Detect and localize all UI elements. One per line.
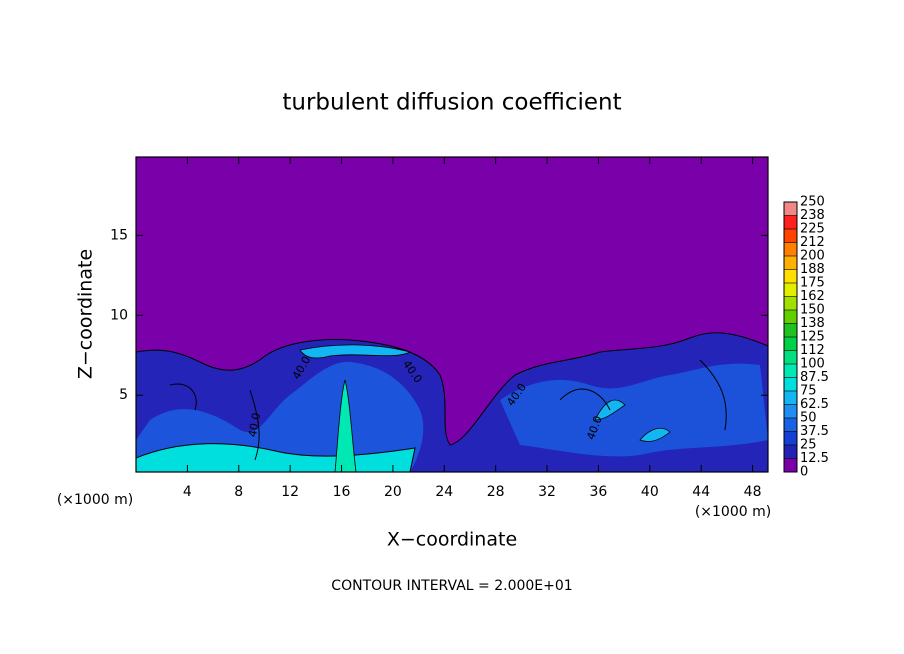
field-region xyxy=(594,399,671,442)
colorbar-tick-label: 75 xyxy=(800,384,817,399)
colorbar-bin xyxy=(784,323,797,337)
colorbar-tick-label: 138 xyxy=(800,316,825,331)
colorbar-tick-label: 112 xyxy=(800,343,825,358)
x-tick-label: 12 xyxy=(281,484,299,500)
x-tick-label: 8 xyxy=(234,484,243,500)
field-region xyxy=(500,363,768,457)
plot-frame xyxy=(135,156,769,473)
colorbar-bin xyxy=(784,242,797,256)
colorbar-bin xyxy=(784,364,797,378)
colorbar-tick-label: 12.5 xyxy=(800,451,829,466)
y-tick-label: 5 xyxy=(119,387,128,403)
field-region xyxy=(299,344,412,359)
colorbar-bin xyxy=(784,431,797,445)
x-tick-label: 20 xyxy=(384,484,402,500)
field xyxy=(135,157,769,473)
colorbar-tick-label: 62.5 xyxy=(800,397,829,412)
colorbar-tick-label: 250 xyxy=(800,195,825,210)
colorbar-tick-label: 0 xyxy=(800,465,808,480)
y-tick-label: 10 xyxy=(110,307,128,323)
colorbar-tick-label: 175 xyxy=(800,276,825,291)
contour-line xyxy=(169,359,727,461)
colorbar-bin xyxy=(784,404,797,418)
colorbar-tick-label: 212 xyxy=(800,235,825,250)
colorbar-tick-label: 188 xyxy=(800,262,825,277)
colorbar-tick-label: 150 xyxy=(800,303,825,318)
contour-label: 40.0 xyxy=(246,412,263,438)
x-tick-label: 24 xyxy=(435,484,453,500)
colorbar-tick-label: 225 xyxy=(800,222,825,237)
colorbar-tick-label: 125 xyxy=(800,330,825,345)
colorbar-bin xyxy=(784,350,797,364)
colorbar-bin xyxy=(784,445,797,459)
colorbar-bin xyxy=(784,458,797,472)
x-tick-label: 36 xyxy=(590,484,608,500)
footer-note: CONTOUR INTERVAL = 2.000E+01 xyxy=(331,578,572,594)
colorbar-bin xyxy=(784,215,797,229)
x-tick-label: 4 xyxy=(183,484,192,500)
colorbar-bin xyxy=(784,256,797,270)
colorbar-bin xyxy=(784,202,797,216)
colorbar-tick-label: 238 xyxy=(800,208,825,223)
colorbar-tick-label: 100 xyxy=(800,357,825,372)
colorbar-bin xyxy=(784,283,797,297)
colorbar-bin xyxy=(784,296,797,310)
colorbar-bin xyxy=(784,269,797,283)
colorbar-tick-label: 50 xyxy=(800,411,817,426)
colorbar-bin xyxy=(784,310,797,324)
colorbar-tick-label: 37.5 xyxy=(800,424,829,439)
x-tick-label: 32 xyxy=(538,484,556,500)
x-tick-label: 48 xyxy=(744,484,762,500)
x-axis-label: X−coordinate xyxy=(387,529,517,551)
chart-title: turbulent diffusion coefficient xyxy=(282,90,621,116)
colorbar-bin xyxy=(784,377,797,391)
colorbar-bin xyxy=(784,229,797,243)
colorbar-tick-label: 200 xyxy=(800,249,825,264)
y-unit-label: (×1000 m) xyxy=(57,492,133,508)
colorbar-bin xyxy=(784,337,797,351)
x-tick-label: 16 xyxy=(333,484,351,500)
y-axis-label: Z−coordinate xyxy=(75,249,97,379)
colorbar-bin xyxy=(784,391,797,405)
x-tick-label: 40 xyxy=(641,484,659,500)
y-tick-label: 15 xyxy=(110,227,128,243)
colorbar-tick-label: 162 xyxy=(800,289,825,304)
x-unit-label: (×1000 m) xyxy=(695,504,771,520)
colorbar-tick-label: 25 xyxy=(800,438,817,453)
colorbar-tick-label: 87.5 xyxy=(800,370,829,385)
x-tick-label: 28 xyxy=(487,484,505,500)
colorbar-bin xyxy=(784,418,797,432)
x-tick-label: 44 xyxy=(692,484,710,500)
field-region xyxy=(334,379,357,473)
